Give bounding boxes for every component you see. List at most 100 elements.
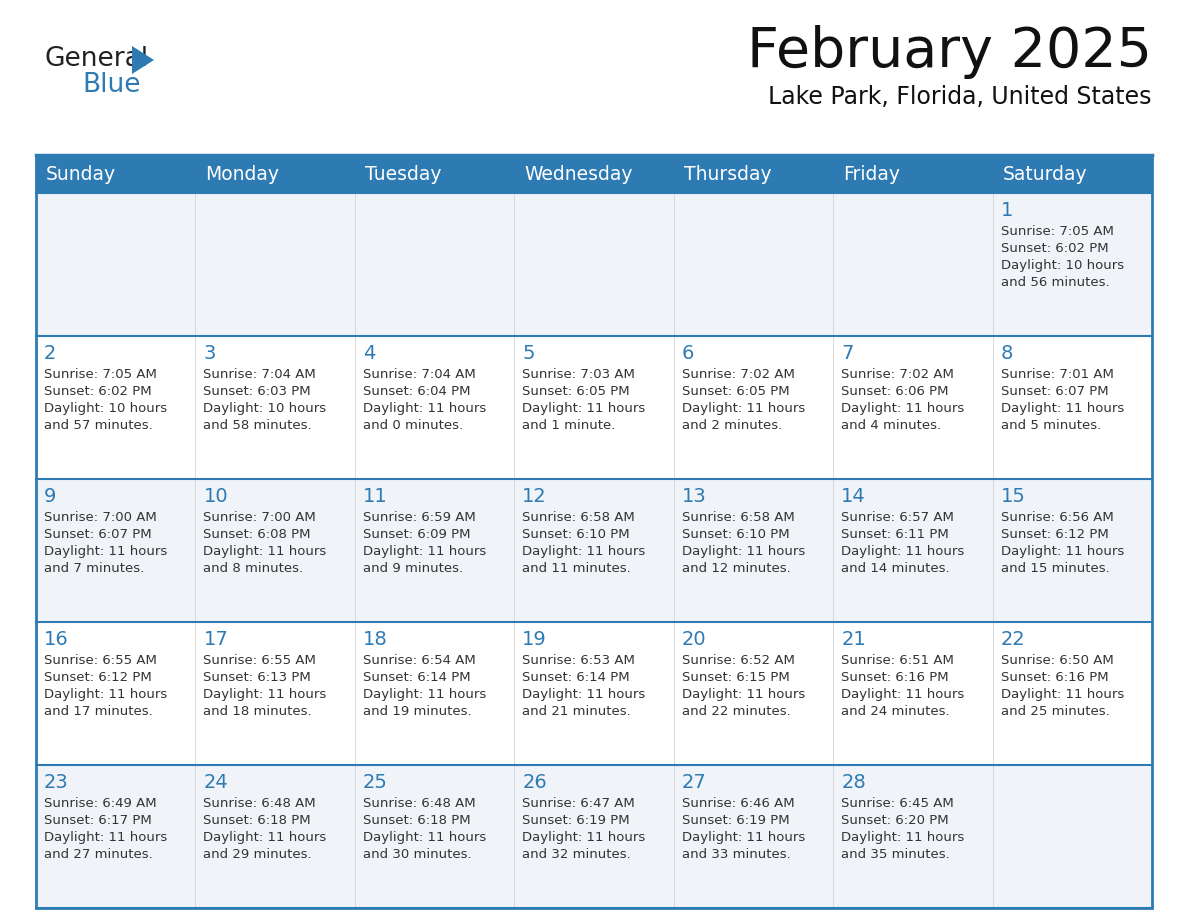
Polygon shape: [132, 46, 154, 74]
Text: Daylight: 11 hours: Daylight: 11 hours: [841, 831, 965, 844]
Text: 14: 14: [841, 487, 866, 506]
Text: Daylight: 11 hours: Daylight: 11 hours: [1000, 688, 1124, 701]
Text: Sunset: 6:14 PM: Sunset: 6:14 PM: [362, 671, 470, 684]
Text: Sunset: 6:18 PM: Sunset: 6:18 PM: [362, 814, 470, 827]
Text: 11: 11: [362, 487, 387, 506]
Text: Sunrise: 6:51 AM: Sunrise: 6:51 AM: [841, 654, 954, 667]
Bar: [36, 336, 1152, 479]
Text: Daylight: 11 hours: Daylight: 11 hours: [523, 402, 645, 415]
Bar: [36, 622, 1152, 765]
Text: Sunrise: 6:47 AM: Sunrise: 6:47 AM: [523, 797, 636, 810]
Text: Sunrise: 6:55 AM: Sunrise: 6:55 AM: [203, 654, 316, 667]
Text: Daylight: 11 hours: Daylight: 11 hours: [682, 545, 805, 558]
Text: Sunset: 6:05 PM: Sunset: 6:05 PM: [682, 385, 789, 398]
Text: and 18 minutes.: and 18 minutes.: [203, 705, 312, 718]
Text: Thursday: Thursday: [684, 164, 771, 184]
Text: Daylight: 11 hours: Daylight: 11 hours: [362, 831, 486, 844]
Text: Sunrise: 6:54 AM: Sunrise: 6:54 AM: [362, 654, 475, 667]
Text: Sunrise: 6:48 AM: Sunrise: 6:48 AM: [203, 797, 316, 810]
Text: and 25 minutes.: and 25 minutes.: [1000, 705, 1110, 718]
Text: Sunrise: 6:53 AM: Sunrise: 6:53 AM: [523, 654, 636, 667]
Text: Daylight: 11 hours: Daylight: 11 hours: [203, 688, 327, 701]
Text: Monday: Monday: [206, 164, 279, 184]
Text: Daylight: 11 hours: Daylight: 11 hours: [362, 688, 486, 701]
Text: Sunset: 6:13 PM: Sunset: 6:13 PM: [203, 671, 311, 684]
Text: Daylight: 11 hours: Daylight: 11 hours: [44, 831, 168, 844]
Text: Sunset: 6:04 PM: Sunset: 6:04 PM: [362, 385, 470, 398]
Text: 10: 10: [203, 487, 228, 506]
Text: Sunrise: 6:50 AM: Sunrise: 6:50 AM: [1000, 654, 1113, 667]
Text: 15: 15: [1000, 487, 1025, 506]
Text: February 2025: February 2025: [747, 25, 1152, 79]
Text: Sunset: 6:12 PM: Sunset: 6:12 PM: [1000, 528, 1108, 541]
Text: 17: 17: [203, 630, 228, 649]
Text: General: General: [44, 46, 148, 72]
Text: Sunrise: 7:05 AM: Sunrise: 7:05 AM: [44, 368, 157, 381]
Text: Sunset: 6:02 PM: Sunset: 6:02 PM: [1000, 242, 1108, 255]
Text: Daylight: 11 hours: Daylight: 11 hours: [362, 402, 486, 415]
Text: 24: 24: [203, 773, 228, 792]
Text: Sunset: 6:18 PM: Sunset: 6:18 PM: [203, 814, 311, 827]
Text: Sunset: 6:07 PM: Sunset: 6:07 PM: [44, 528, 152, 541]
Text: and 4 minutes.: and 4 minutes.: [841, 419, 941, 432]
Text: Daylight: 10 hours: Daylight: 10 hours: [44, 402, 168, 415]
Text: and 5 minutes.: and 5 minutes.: [1000, 419, 1101, 432]
Text: Daylight: 11 hours: Daylight: 11 hours: [523, 545, 645, 558]
Bar: [36, 193, 1152, 336]
Text: and 32 minutes.: and 32 minutes.: [523, 848, 631, 861]
Text: 27: 27: [682, 773, 707, 792]
Text: Sunday: Sunday: [46, 164, 116, 184]
Text: Daylight: 11 hours: Daylight: 11 hours: [841, 545, 965, 558]
Text: 19: 19: [523, 630, 546, 649]
Text: and 22 minutes.: and 22 minutes.: [682, 705, 790, 718]
Text: and 24 minutes.: and 24 minutes.: [841, 705, 949, 718]
Text: and 19 minutes.: and 19 minutes.: [362, 705, 472, 718]
Text: Saturday: Saturday: [1003, 164, 1087, 184]
Text: Sunrise: 7:00 AM: Sunrise: 7:00 AM: [203, 511, 316, 524]
Text: Sunrise: 6:49 AM: Sunrise: 6:49 AM: [44, 797, 157, 810]
Text: Sunrise: 6:58 AM: Sunrise: 6:58 AM: [682, 511, 795, 524]
Text: and 12 minutes.: and 12 minutes.: [682, 562, 790, 575]
Text: 4: 4: [362, 344, 375, 363]
Text: 2: 2: [44, 344, 56, 363]
Text: 23: 23: [44, 773, 69, 792]
Text: and 27 minutes.: and 27 minutes.: [44, 848, 153, 861]
Text: Lake Park, Florida, United States: Lake Park, Florida, United States: [769, 85, 1152, 109]
Text: Daylight: 11 hours: Daylight: 11 hours: [523, 831, 645, 844]
Text: 1: 1: [1000, 201, 1013, 220]
Bar: [36, 155, 1152, 908]
Text: Sunrise: 7:02 AM: Sunrise: 7:02 AM: [682, 368, 795, 381]
Text: Sunrise: 6:48 AM: Sunrise: 6:48 AM: [362, 797, 475, 810]
Text: and 9 minutes.: and 9 minutes.: [362, 562, 463, 575]
Text: Sunrise: 6:58 AM: Sunrise: 6:58 AM: [523, 511, 636, 524]
Text: and 2 minutes.: and 2 minutes.: [682, 419, 782, 432]
Text: Sunrise: 6:59 AM: Sunrise: 6:59 AM: [362, 511, 475, 524]
Text: 22: 22: [1000, 630, 1025, 649]
Text: 13: 13: [682, 487, 707, 506]
Text: Sunrise: 7:04 AM: Sunrise: 7:04 AM: [203, 368, 316, 381]
Text: Sunrise: 7:01 AM: Sunrise: 7:01 AM: [1000, 368, 1113, 381]
Text: Sunrise: 7:00 AM: Sunrise: 7:00 AM: [44, 511, 157, 524]
Text: Daylight: 11 hours: Daylight: 11 hours: [44, 545, 168, 558]
Text: and 0 minutes.: and 0 minutes.: [362, 419, 463, 432]
Text: Daylight: 11 hours: Daylight: 11 hours: [203, 831, 327, 844]
Text: Daylight: 11 hours: Daylight: 11 hours: [1000, 545, 1124, 558]
Text: Daylight: 10 hours: Daylight: 10 hours: [203, 402, 327, 415]
Text: Sunset: 6:14 PM: Sunset: 6:14 PM: [523, 671, 630, 684]
Text: and 57 minutes.: and 57 minutes.: [44, 419, 153, 432]
Text: Sunset: 6:16 PM: Sunset: 6:16 PM: [1000, 671, 1108, 684]
Text: Daylight: 11 hours: Daylight: 11 hours: [682, 402, 805, 415]
Text: 16: 16: [44, 630, 69, 649]
Bar: [36, 155, 1152, 193]
Text: Daylight: 11 hours: Daylight: 11 hours: [362, 545, 486, 558]
Text: Sunset: 6:09 PM: Sunset: 6:09 PM: [362, 528, 470, 541]
Text: Sunrise: 7:02 AM: Sunrise: 7:02 AM: [841, 368, 954, 381]
Text: and 1 minute.: and 1 minute.: [523, 419, 615, 432]
Text: Sunrise: 7:03 AM: Sunrise: 7:03 AM: [523, 368, 636, 381]
Text: Sunrise: 7:04 AM: Sunrise: 7:04 AM: [362, 368, 475, 381]
Text: Sunset: 6:02 PM: Sunset: 6:02 PM: [44, 385, 152, 398]
Text: Sunset: 6:10 PM: Sunset: 6:10 PM: [523, 528, 630, 541]
Text: 12: 12: [523, 487, 546, 506]
Text: Daylight: 11 hours: Daylight: 11 hours: [523, 688, 645, 701]
Text: Daylight: 11 hours: Daylight: 11 hours: [44, 688, 168, 701]
